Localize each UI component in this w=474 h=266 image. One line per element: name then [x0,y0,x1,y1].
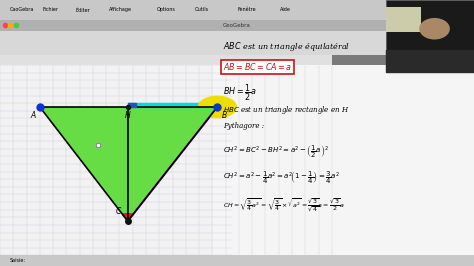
Bar [128,103,136,107]
Text: GeoGebra: GeoGebra [223,23,251,28]
Text: B: B [222,111,227,120]
Text: Pythagore :: Pythagore : [223,122,264,130]
Text: $BH = \dfrac{1}{2}a$: $BH = \dfrac{1}{2}a$ [223,82,256,103]
Ellipse shape [419,18,450,40]
Bar [0,0,474,20]
Bar [0,20,474,31]
Text: Outils: Outils [194,7,209,13]
Text: $ABC$ est un triangle équilatéral: $ABC$ est un triangle équilatéral [223,40,350,53]
Text: Fenêtre: Fenêtre [237,7,255,13]
Text: mer. 09:56: mer. 09:56 [438,7,465,13]
Text: Options: Options [156,7,175,13]
Text: $CH = \sqrt{\dfrac{3}{4}a^2} = \sqrt{\dfrac{3}{4}}\times\sqrt{a^2} = \dfrac{\sqr: $CH = \sqrt{\dfrac{3}{4}a^2} = \sqrt{\df… [223,197,345,214]
Bar [213,65,474,255]
Bar [386,0,474,72]
Text: Affichage: Affichage [109,7,132,13]
Bar [386,7,421,32]
Text: H: H [125,111,131,120]
Wedge shape [198,96,236,118]
Text: CaoGebra: CaoGebra [9,7,34,13]
Text: $CH^2 = BC^2 - BH^2 = a^2 - \left(\dfrac{1}{2}a\right)^2$: $CH^2 = BC^2 - BH^2 = a^2 - \left(\dfrac… [223,144,328,160]
Bar [0,65,332,255]
Bar [0,255,474,266]
Text: $CH^2 = a^2 - \dfrac{1}{4}a^2 = a^2\!\left(1-\dfrac{1}{4}\right) = \dfrac{3}{4}a: $CH^2 = a^2 - \dfrac{1}{4}a^2 = a^2\!\le… [223,170,340,186]
Text: C: C [116,207,121,217]
Text: $AB = BC = CA = a$: $AB = BC = CA = a$ [223,61,292,72]
Bar [0,31,474,55]
Polygon shape [128,107,217,221]
Text: A: A [30,111,36,120]
Text: Saisie:: Saisie: [9,258,26,263]
Polygon shape [40,107,128,221]
Text: Fichier: Fichier [43,7,59,13]
Text: Aide: Aide [280,7,291,13]
Text: Éditer: Éditer [76,7,91,13]
Text: $HBC$ est un triangle rectangle en H: $HBC$ est un triangle rectangle en H [223,104,349,116]
Bar [0,55,332,65]
Wedge shape [122,214,133,221]
